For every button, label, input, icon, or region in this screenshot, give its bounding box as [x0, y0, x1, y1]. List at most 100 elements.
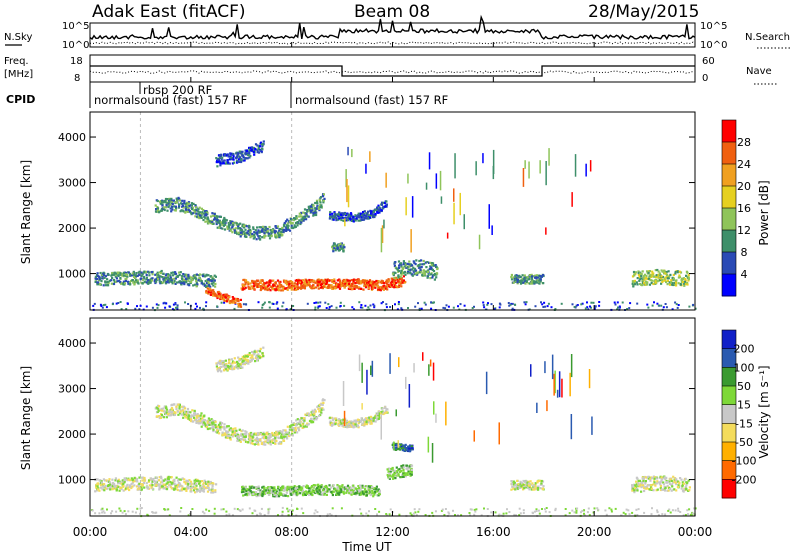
range-cell	[364, 286, 368, 289]
range-cell	[194, 413, 197, 416]
range-cell	[310, 417, 313, 420]
range-cell	[372, 216, 375, 219]
range-cell	[234, 427, 237, 430]
range-cell	[214, 293, 217, 296]
range-cell	[207, 222, 210, 225]
range-cell	[167, 410, 170, 413]
range-cell	[256, 282, 259, 285]
range-cell	[356, 488, 359, 491]
range-cell	[194, 478, 197, 481]
ground-scatter-cell	[123, 510, 126, 513]
range-cell	[193, 409, 196, 412]
range-cell	[310, 207, 313, 211]
range-cell	[276, 225, 280, 228]
range-cell	[189, 485, 192, 488]
range-cell	[304, 283, 307, 286]
range-cell	[165, 411, 168, 414]
range-cell	[179, 410, 182, 413]
range-cell	[253, 153, 256, 156]
range-cell	[348, 420, 351, 423]
range-cell	[241, 436, 244, 439]
range-cell	[96, 272, 99, 275]
ground-scatter-cell	[233, 507, 236, 510]
ground-scatter-cell	[420, 307, 423, 310]
range-cell	[200, 412, 203, 415]
range-cell	[313, 412, 316, 415]
range-cell	[104, 484, 107, 487]
range-cell	[404, 262, 407, 265]
range-cell	[222, 221, 225, 224]
range-cell	[211, 277, 214, 280]
range-cell	[203, 282, 206, 285]
range-cell	[279, 493, 282, 496]
range-cell	[298, 487, 301, 490]
ground-scatter-cell	[139, 507, 142, 510]
range-cell	[216, 431, 219, 434]
range-cell	[521, 277, 524, 280]
range-cell	[382, 285, 385, 288]
range-cell	[197, 210, 200, 213]
range-cell	[97, 488, 100, 491]
range-cell	[200, 417, 203, 420]
range-cell	[136, 279, 139, 282]
range-cell	[244, 489, 247, 492]
range-cell	[534, 274, 537, 277]
range-cell	[377, 414, 380, 417]
ground-scatter-cell	[134, 511, 137, 514]
range-cell	[316, 201, 319, 204]
range-cell	[231, 225, 234, 228]
range-cell	[304, 285, 307, 288]
range-cell	[151, 273, 154, 276]
range-cell	[423, 263, 426, 266]
range-cell	[169, 480, 172, 484]
ground-scatter-cell	[389, 306, 392, 308]
range-cell	[338, 487, 342, 490]
noise-tick-high-right: 10^5	[700, 21, 727, 32]
range-cell	[257, 151, 261, 154]
range-cell	[299, 222, 302, 226]
range-cell	[165, 280, 168, 283]
ground-scatter-cell	[317, 301, 320, 304]
ground-scatter-cell	[388, 513, 391, 516]
range-cell	[254, 284, 257, 287]
range-cell	[655, 274, 658, 277]
range-cell	[358, 490, 361, 493]
range-cell	[158, 415, 161, 418]
range-cell	[243, 490, 246, 493]
range-cell	[309, 285, 312, 288]
range-cell	[158, 405, 161, 408]
range-cell	[167, 205, 170, 209]
range-cell	[388, 283, 391, 286]
range-cell	[187, 273, 190, 276]
range-cell	[99, 283, 102, 286]
range-cell	[194, 211, 197, 214]
range-cell	[117, 478, 120, 481]
range-cell	[262, 443, 265, 446]
range-cell	[221, 223, 224, 226]
range-cell	[111, 487, 115, 490]
range-cell	[315, 213, 318, 217]
range-cell	[114, 275, 117, 278]
ground-scatter-cell	[175, 306, 177, 309]
range-cell	[240, 434, 243, 437]
range-cell	[637, 270, 640, 273]
range-cell	[100, 280, 103, 283]
range-cell	[185, 416, 188, 419]
range-cell	[325, 286, 328, 289]
range-cell	[181, 486, 184, 490]
ground-scatter-cell	[690, 514, 693, 517]
range-cell	[282, 286, 286, 290]
range-cell	[282, 224, 286, 227]
range-cell	[170, 476, 173, 479]
range-cell	[254, 143, 258, 146]
range-cell	[665, 270, 668, 274]
range-cell	[170, 487, 173, 490]
range-cell	[166, 276, 170, 279]
range-cell	[286, 433, 289, 436]
range-cell	[333, 280, 336, 283]
ground-scatter-cell	[554, 507, 557, 510]
range-cell	[217, 215, 220, 218]
ground-scatter-cell	[694, 307, 697, 310]
range-cell	[274, 439, 277, 442]
range-cell	[211, 212, 214, 215]
